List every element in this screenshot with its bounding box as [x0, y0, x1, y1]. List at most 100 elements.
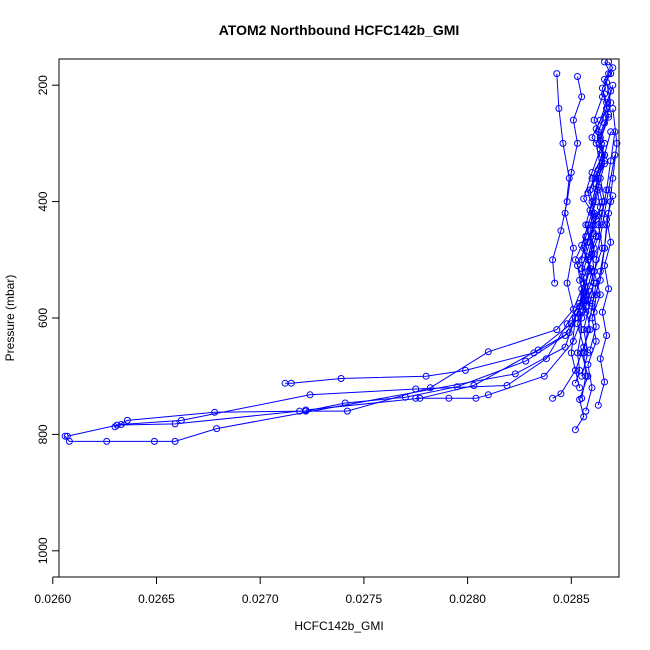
series-layer	[61, 58, 621, 445]
data-point	[549, 394, 557, 402]
data-point	[596, 134, 604, 142]
data-point	[596, 267, 604, 275]
data-point	[607, 238, 615, 246]
data-point	[586, 186, 594, 194]
data-point	[596, 355, 604, 363]
data-point	[571, 366, 579, 374]
data-point	[569, 244, 577, 252]
data-point	[462, 366, 469, 374]
data-point	[609, 81, 617, 89]
data-point	[605, 113, 613, 121]
data-point	[171, 437, 179, 445]
data-point	[586, 227, 594, 235]
data-point	[588, 250, 596, 258]
data-point	[553, 326, 561, 334]
data-point	[445, 394, 453, 402]
data-point	[588, 291, 596, 299]
data-point	[553, 70, 561, 78]
data-point	[594, 233, 602, 240]
x-tick-label: 0.0285	[553, 592, 590, 606]
data-point	[590, 308, 598, 316]
data-point	[588, 134, 596, 142]
data-point	[609, 174, 617, 182]
data-point	[594, 401, 602, 409]
data-point	[123, 416, 131, 424]
data-point	[605, 70, 613, 78]
series-line	[556, 73, 581, 388]
data-point	[565, 329, 573, 337]
data-point	[605, 285, 613, 293]
data-point	[578, 308, 586, 316]
data-point	[412, 394, 420, 402]
data-point	[578, 372, 586, 380]
data-point	[103, 437, 111, 445]
data-point	[607, 70, 615, 78]
data-point	[592, 279, 600, 287]
data-point	[576, 384, 584, 392]
data-point	[578, 394, 586, 402]
data-point	[177, 416, 185, 424]
data-point	[592, 323, 600, 331]
data-point	[594, 186, 602, 194]
series-profile-18	[578, 279, 600, 402]
data-point	[571, 426, 579, 434]
data-point	[598, 221, 606, 229]
y-tick-label: 200	[36, 75, 50, 95]
x-tick-label: 0.0280	[449, 592, 486, 606]
data-point	[578, 256, 586, 264]
series-profile-17	[571, 233, 590, 387]
data-point	[580, 195, 588, 203]
data-point	[582, 233, 590, 240]
series-profile-14	[574, 128, 619, 322]
data-point	[113, 421, 121, 429]
data-point	[63, 432, 71, 440]
data-point	[594, 221, 602, 229]
data-point	[559, 139, 567, 147]
data-point	[574, 73, 581, 80]
data-point	[569, 116, 577, 124]
x-axis: 0.0260 0.0265 0.0270 0.0275 0.0280 0.0285	[34, 576, 590, 606]
data-point	[592, 233, 600, 240]
data-point	[557, 390, 565, 398]
data-point	[603, 78, 611, 86]
data-point	[603, 332, 611, 339]
data-point	[150, 437, 158, 445]
data-point	[580, 349, 588, 357]
data-point	[603, 186, 611, 194]
series-line	[585, 178, 606, 412]
y-tick-label: 1000	[36, 537, 50, 564]
data-point	[607, 198, 615, 206]
data-point	[574, 139, 581, 147]
x-tick-label: 0.0265	[138, 592, 175, 606]
data-point	[484, 391, 492, 399]
data-point	[592, 180, 600, 188]
data-point	[592, 337, 600, 345]
data-point	[306, 391, 314, 399]
data-point	[576, 302, 584, 310]
data-point	[555, 105, 563, 112]
data-point	[584, 349, 592, 357]
data-point	[609, 64, 617, 72]
data-point	[287, 379, 295, 387]
data-point	[609, 105, 617, 112]
data-point	[598, 308, 606, 316]
data-point	[592, 291, 600, 299]
y-axis-label: Pressure (mbar)	[3, 275, 17, 362]
data-point	[484, 348, 492, 356]
data-point	[598, 244, 606, 252]
data-point	[607, 128, 615, 136]
data-point	[302, 406, 310, 414]
x-axis-label: HCFC142b_GMI	[294, 619, 383, 633]
series-line	[552, 114, 610, 399]
data-point	[588, 209, 596, 217]
data-point	[571, 379, 579, 387]
data-point	[601, 90, 608, 98]
data-point	[422, 372, 430, 380]
data-point	[590, 116, 598, 124]
data-point	[584, 326, 592, 334]
data-point	[571, 314, 579, 322]
data-point	[586, 238, 594, 246]
data-point	[563, 198, 571, 206]
data-point	[540, 372, 548, 380]
